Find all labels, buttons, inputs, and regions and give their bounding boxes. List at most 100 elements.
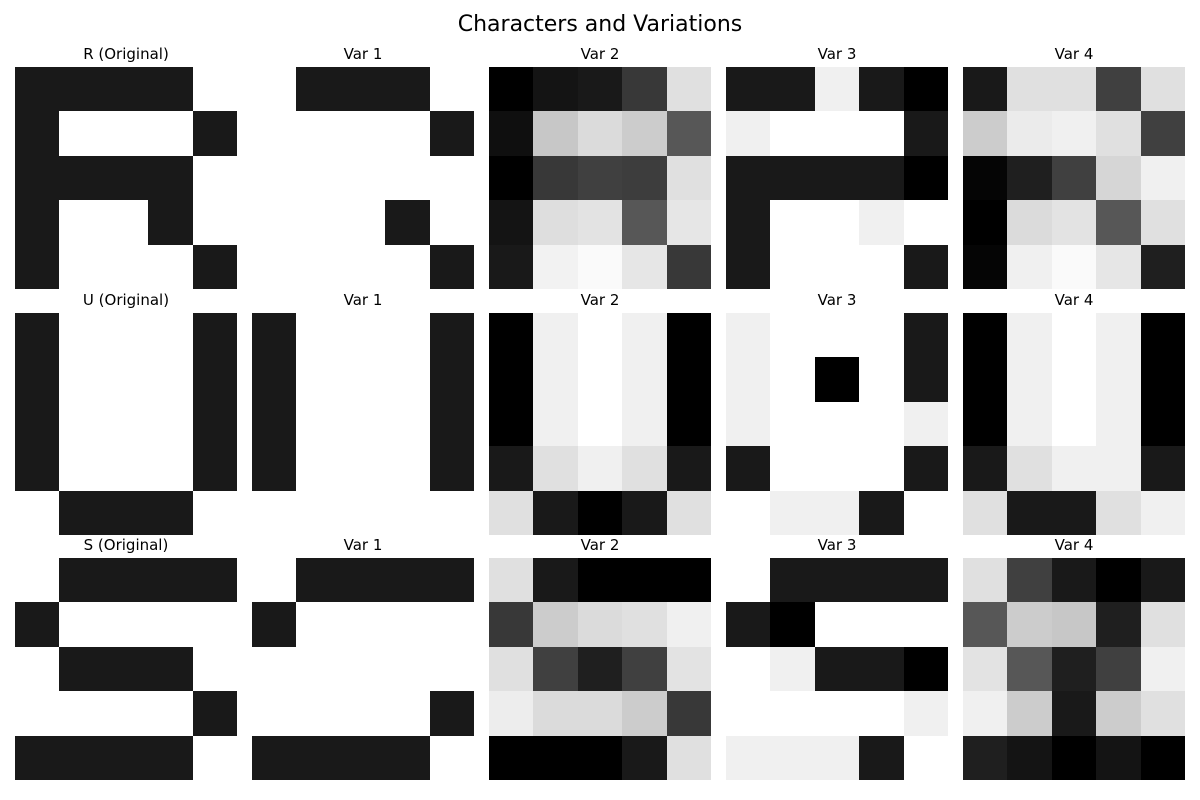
heatmap-cell <box>59 313 104 357</box>
heatmap-cell <box>15 491 59 535</box>
heatmap-cell <box>193 67 237 111</box>
heatmap-cell <box>15 602 59 647</box>
heatmap-cell <box>193 491 237 535</box>
heatmap-cell <box>385 446 430 491</box>
heatmap-cell <box>1052 602 1096 647</box>
heatmap-cell <box>815 736 859 780</box>
heatmap-cell <box>252 602 296 647</box>
heatmap-cell <box>904 491 948 535</box>
heatmap-grid <box>252 558 474 780</box>
heatmap-cell <box>489 245 533 289</box>
heatmap-cell <box>385 491 430 535</box>
heatmap-cell <box>726 111 770 156</box>
heatmap-cell <box>59 602 104 647</box>
heatmap-cell <box>622 446 667 491</box>
heatmap-cell <box>59 67 104 111</box>
heatmap-cell <box>904 602 948 647</box>
heatmap-cell <box>1052 357 1096 402</box>
heatmap-cell <box>104 491 148 535</box>
heatmap-cell <box>1096 491 1141 535</box>
heatmap-cell <box>193 446 237 491</box>
heatmap-cell <box>489 736 533 780</box>
heatmap-grid <box>726 558 948 780</box>
figure-title: Characters and Variations <box>457 12 743 37</box>
heatmap-cell <box>341 313 385 357</box>
heatmap-cell <box>15 691 59 736</box>
heatmap-cell <box>726 245 770 289</box>
heatmap-cell <box>489 446 533 491</box>
heatmap-cell <box>963 402 1007 446</box>
heatmap-cell <box>578 402 622 446</box>
heatmap-cell <box>59 402 104 446</box>
panel-title: U (Original) <box>82 291 170 309</box>
panel-title: Var 4 <box>1054 45 1094 63</box>
heatmap-cell <box>489 313 533 357</box>
panel-title: Var 4 <box>1054 536 1094 554</box>
heatmap-cell <box>859 647 904 691</box>
heatmap-cell <box>815 446 859 491</box>
heatmap-cell <box>904 402 948 446</box>
heatmap-cell <box>104 313 148 357</box>
heatmap-cell <box>430 736 474 780</box>
heatmap-cell <box>904 156 948 200</box>
heatmap-cell <box>193 691 237 736</box>
heatmap-cell <box>815 67 859 111</box>
heatmap-cell <box>296 402 341 446</box>
heatmap-cell <box>252 647 296 691</box>
heatmap-cell <box>859 736 904 780</box>
heatmap-cell <box>533 313 578 357</box>
heatmap-cell <box>533 691 578 736</box>
heatmap-cell <box>193 402 237 446</box>
heatmap-cell <box>726 558 770 602</box>
heatmap-cell <box>430 602 474 647</box>
heatmap-cell <box>296 558 341 602</box>
heatmap-cell <box>193 111 237 156</box>
heatmap-cell <box>622 491 667 535</box>
heatmap-cell <box>859 245 904 289</box>
heatmap-cell <box>1096 402 1141 446</box>
heatmap-grid <box>963 313 1185 535</box>
heatmap-cell <box>1141 647 1185 691</box>
heatmap-cell <box>578 736 622 780</box>
heatmap-cell <box>1052 67 1096 111</box>
heatmap-cell <box>341 245 385 289</box>
heatmap-cell <box>193 245 237 289</box>
heatmap-cell <box>667 691 711 736</box>
heatmap-cell <box>296 736 341 780</box>
heatmap-cell <box>578 647 622 691</box>
heatmap-cell <box>341 446 385 491</box>
heatmap-cell <box>859 446 904 491</box>
heatmap-cell <box>296 647 341 691</box>
heatmap-cell <box>430 67 474 111</box>
heatmap-cell <box>667 313 711 357</box>
heatmap-cell <box>104 67 148 111</box>
heatmap-cell <box>296 691 341 736</box>
heatmap-grid <box>15 313 237 535</box>
heatmap-cell <box>1007 736 1052 780</box>
heatmap-cell <box>726 402 770 446</box>
heatmap-cell <box>385 156 430 200</box>
heatmap-cell <box>1141 67 1185 111</box>
heatmap-cell <box>904 245 948 289</box>
heatmap-cell <box>726 691 770 736</box>
heatmap-cell <box>770 602 815 647</box>
heatmap-cell <box>430 491 474 535</box>
heatmap-cell <box>341 156 385 200</box>
heatmap-cell <box>578 156 622 200</box>
panel-title: Var 3 <box>817 536 857 554</box>
heatmap-cell <box>578 691 622 736</box>
heatmap-cell <box>296 446 341 491</box>
heatmap-cell <box>578 491 622 535</box>
heatmap-cell <box>533 558 578 602</box>
panel-title: Var 2 <box>580 291 620 309</box>
heatmap-cell <box>770 647 815 691</box>
heatmap-cell <box>489 558 533 602</box>
heatmap-cell <box>963 736 1007 780</box>
heatmap-cell <box>904 647 948 691</box>
heatmap-cell <box>667 67 711 111</box>
heatmap-cell <box>815 357 859 402</box>
heatmap-grid <box>15 558 237 780</box>
heatmap-cell <box>904 313 948 357</box>
heatmap-cell <box>770 111 815 156</box>
heatmap-cell <box>726 67 770 111</box>
